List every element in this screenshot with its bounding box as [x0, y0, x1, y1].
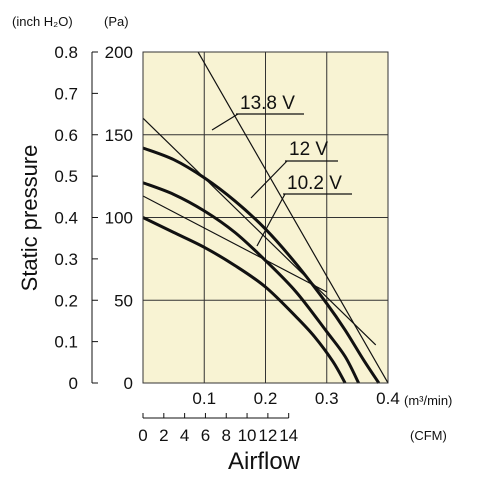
- x-unit-primary: (m³/min): [404, 393, 452, 408]
- x-tick-label-secondary: 0: [138, 426, 147, 445]
- y-tick-label-primary: 200: [105, 43, 133, 62]
- y-tick-label-secondary: 0.2: [54, 291, 78, 310]
- svg-text:10.2 V: 10.2 V: [287, 173, 342, 194]
- x-tick-label-secondary: 14: [279, 426, 298, 445]
- y-tick-label-secondary: 0.8: [54, 43, 78, 62]
- y-axis-primary: 0 50 100 150 200: [105, 43, 133, 393]
- y-axis-secondary: 0 0.1 0.2 0.3 0.4 0.5 0.6 0.7 0.8: [54, 43, 98, 393]
- series-curve: [142, 216, 347, 384]
- x-tick-label-primary: 0.1: [192, 389, 216, 408]
- series-curve: [142, 181, 360, 384]
- pq-curves: [142, 146, 381, 384]
- y-tick-label-primary: 0: [124, 374, 133, 393]
- x-tick-label-primary: 0.2: [254, 389, 278, 408]
- y-tick-label-secondary: 0.4: [54, 209, 78, 228]
- x-unit-secondary: (CFM): [410, 428, 447, 443]
- series-label-12v: 12 V: [250, 139, 338, 199]
- x-axis-primary: 0.1 0.2 0.3 0.4: [192, 389, 399, 408]
- impedance-line: [197, 52, 388, 383]
- x-axis-title: Airflow: [228, 448, 301, 475]
- x-tick-label-secondary: 2: [159, 426, 168, 445]
- impedance-line: [143, 195, 328, 293]
- y-tick-label-secondary: 0.7: [54, 84, 78, 103]
- plot-frame: [142, 51, 389, 384]
- series-label-10-2v: 10.2 V: [256, 173, 352, 247]
- svg-text:12 V: 12 V: [289, 139, 328, 160]
- x-axis-secondary: 0 2 4 6 8 10 12 14: [138, 413, 298, 445]
- y-tick-label-primary: 150: [105, 126, 133, 145]
- x-tick-label-secondary: 10: [238, 426, 257, 445]
- y-unit-secondary: (inch H₂O): [12, 14, 73, 29]
- x-tick-label-primary: 0.4: [376, 389, 400, 408]
- series-curve: [142, 146, 381, 384]
- svg-text:13.8 V: 13.8 V: [240, 93, 295, 114]
- y-tick-label-primary: 50: [114, 291, 133, 310]
- system-impedance-lines: [143, 52, 388, 383]
- x-tick-label-primary: 0.3: [315, 389, 339, 408]
- y-tick-label-secondary: 0.1: [54, 333, 78, 352]
- y-axis-title: Static pressure: [17, 145, 42, 292]
- y-tick-label-secondary: 0.3: [54, 250, 78, 269]
- y-tick-label-primary: 100: [105, 209, 133, 228]
- x-tick-label-secondary: 8: [222, 426, 231, 445]
- impedance-line: [143, 117, 377, 346]
- y-tick-label-secondary: 0: [69, 374, 78, 393]
- x-tick-label-secondary: 6: [201, 426, 210, 445]
- y-tick-label-secondary: 0.5: [54, 167, 78, 186]
- x-tick-label-secondary: 12: [258, 426, 277, 445]
- series-label-13-8v: 13.8 V: [211, 93, 304, 131]
- x-tick-label-secondary: 4: [180, 426, 189, 445]
- y-unit-primary: (Pa): [104, 14, 129, 29]
- y-tick-label-secondary: 0.6: [54, 126, 78, 145]
